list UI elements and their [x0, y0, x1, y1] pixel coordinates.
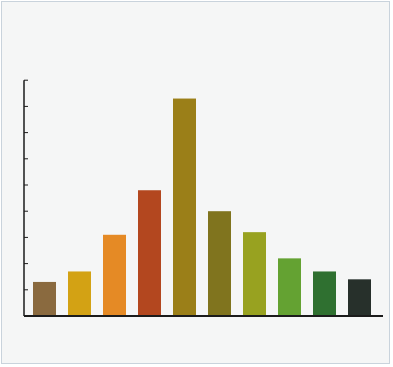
bar-5	[173, 98, 196, 316]
bar-10	[348, 279, 371, 316]
bar-6	[208, 211, 231, 316]
bar-7	[243, 232, 266, 316]
bar-8	[278, 258, 301, 316]
y-axis	[23, 79, 28, 317]
bar-4	[138, 190, 161, 316]
bar-1	[33, 281, 56, 316]
bar-3	[103, 234, 126, 316]
bar-2	[68, 271, 91, 316]
bar-9	[313, 271, 336, 316]
bars-group	[33, 98, 371, 316]
